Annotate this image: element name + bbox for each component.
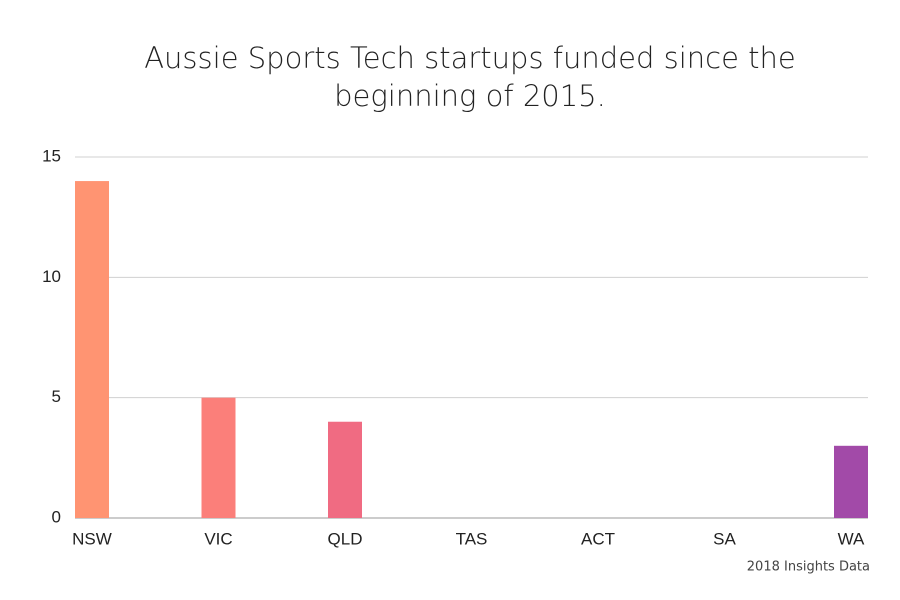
y-tick-label: 15 bbox=[42, 146, 61, 165]
source-note: 2018 Insights Data bbox=[747, 560, 870, 575]
chart-title: Aussie Sports Tech startups funded since… bbox=[144, 41, 796, 75]
x-tick-label: WA bbox=[838, 529, 865, 548]
chart-title: beginning of 2015. bbox=[334, 79, 606, 113]
bar bbox=[75, 181, 109, 519]
bar bbox=[328, 421, 362, 518]
bar bbox=[201, 397, 236, 518]
y-tick-label: 10 bbox=[42, 267, 61, 286]
x-tick-label: TAS bbox=[456, 529, 488, 548]
x-tick-label: QLD bbox=[328, 529, 363, 548]
x-tick-label: ACT bbox=[581, 529, 615, 548]
x-tick-label: SA bbox=[713, 529, 736, 548]
x-tick-label: NSW bbox=[72, 529, 112, 548]
y-tick-label: 0 bbox=[52, 507, 61, 526]
y-tick-label: 5 bbox=[52, 387, 61, 406]
bar bbox=[834, 445, 868, 518]
x-tick-label: VIC bbox=[204, 529, 232, 548]
